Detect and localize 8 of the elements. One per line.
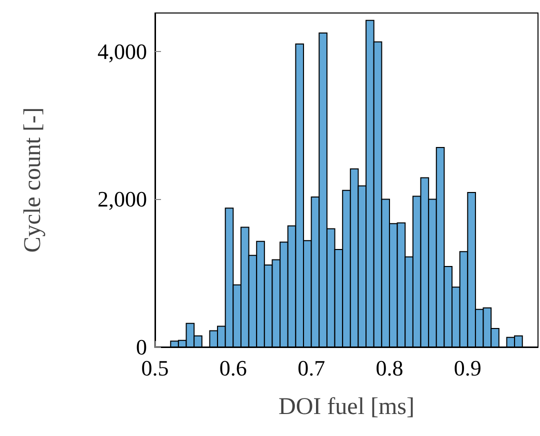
x-tick-label: 0.8 bbox=[376, 356, 404, 380]
x-tick-label: 0.9 bbox=[454, 356, 482, 380]
y-axis-title: Cycle count [-] bbox=[20, 107, 46, 253]
y-tick-label: 2,000 bbox=[98, 186, 147, 212]
y-tick-label: 4,000 bbox=[98, 38, 147, 64]
x-axis-title: DOI fuel [ms] bbox=[278, 394, 414, 420]
x-tick-label: 0.7 bbox=[298, 356, 326, 380]
x-tick-label: 0.6 bbox=[219, 356, 247, 380]
